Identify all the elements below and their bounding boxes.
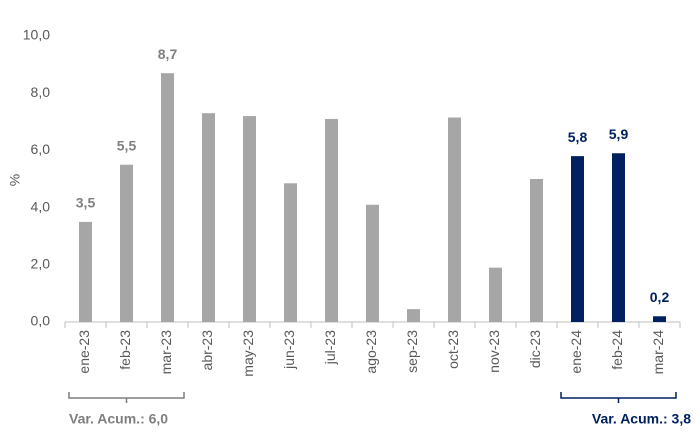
x-tick-label: sep-23 xyxy=(404,330,420,373)
value-label: 5,8 xyxy=(568,129,588,145)
bar xyxy=(571,156,584,322)
value-label: 8,7 xyxy=(158,46,178,62)
bar xyxy=(325,118,338,322)
bracket xyxy=(68,392,185,403)
bar xyxy=(489,267,502,322)
x-tick-label: mar-23 xyxy=(158,330,174,375)
y-tick-label: 8,0 xyxy=(31,84,51,100)
y-tick-label: 4,0 xyxy=(31,198,51,214)
bar xyxy=(530,179,543,322)
y-tick-label: 6,0 xyxy=(31,141,51,157)
y-tick-label: 10,0 xyxy=(23,27,50,43)
bar xyxy=(653,316,666,322)
y-axis-label: % xyxy=(7,174,23,186)
bar xyxy=(612,153,625,322)
bar xyxy=(161,73,174,323)
x-tick-label: mar-24 xyxy=(650,330,666,375)
value-label: 5,5 xyxy=(117,137,137,153)
bar xyxy=(448,117,461,322)
x-tick-label: jul-23 xyxy=(322,330,338,365)
x-tick-label: jun-23 xyxy=(281,330,297,370)
bar xyxy=(202,113,215,322)
x-tick-label: ago-23 xyxy=(363,330,379,374)
x-tick-label: abr-23 xyxy=(199,330,215,371)
bar xyxy=(366,204,379,322)
bar xyxy=(243,116,256,322)
value-label: 3,5 xyxy=(76,195,96,211)
x-tick-label: ene-23 xyxy=(76,330,92,374)
bar xyxy=(120,164,133,322)
annotation: Var. Acum.: 6,0 xyxy=(69,411,168,427)
value-label: 5,9 xyxy=(609,126,629,142)
x-tick-label: feb-24 xyxy=(609,330,625,370)
bracket xyxy=(560,392,677,403)
bar xyxy=(407,309,420,322)
value-label: 0,2 xyxy=(650,289,670,305)
bar xyxy=(79,221,92,322)
x-tick-label: dic-23 xyxy=(527,330,543,368)
x-tick-label: may-23 xyxy=(240,330,256,377)
x-tick-label: feb-23 xyxy=(117,330,133,370)
y-tick-label: 0,0 xyxy=(31,313,51,329)
annotation: Var. Acum.: 3,8 xyxy=(592,411,691,427)
x-tick-label: nov-23 xyxy=(486,330,502,373)
y-tick-label: 2,0 xyxy=(31,256,51,272)
bar xyxy=(284,183,297,322)
x-tick-label: oct-23 xyxy=(445,330,461,369)
x-tick-label: ene-24 xyxy=(568,330,584,374)
